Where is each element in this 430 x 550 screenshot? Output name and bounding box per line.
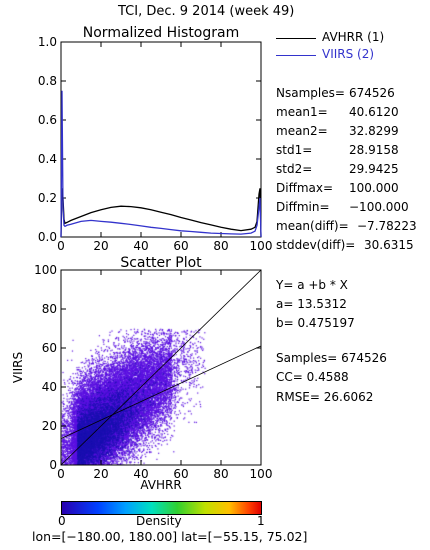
stat-std2-value: 29.9425 (349, 162, 399, 176)
histogram-xtick-label: 80 (213, 239, 228, 253)
stat-std1-label: std1= (276, 143, 313, 157)
stat-stddevdiff-value: 30.6315 (364, 238, 414, 252)
footer-coords: lon=[−180.00, 180.00] lat=[−55.15, 75.02… (32, 529, 308, 544)
histogram-ytick-label: 0.0 (38, 230, 57, 244)
legend-line-viirs (276, 55, 316, 56)
histogram-ytick-label: 0.2 (38, 191, 57, 205)
legend-label-avhrr: AVHRR (1) (322, 30, 385, 44)
histogram-xtick-label: 60 (173, 239, 188, 253)
scatter-density-cloud (61, 270, 261, 465)
histogram-line-viirs (60, 90, 262, 238)
legend-line-avhrr (276, 38, 316, 39)
regression-rmse: RMSE= 26.6062 (276, 390, 374, 404)
stat-std1-value: 28.9158 (349, 143, 399, 157)
density-colorbar (61, 501, 262, 515)
regression-formula: Y= a +b * X (276, 278, 348, 292)
stat-diffmax-value: 100.000 (349, 181, 399, 195)
histogram-xtick-label: 20 (93, 239, 108, 253)
histogram-xtick-label: 0 (57, 239, 65, 253)
stat-std2-label: std2= (276, 162, 313, 176)
stat-mean1-value: 40.6120 (349, 105, 399, 119)
stat-diffmin-value: −100.000 (349, 200, 409, 214)
stat-stddevdiff-label: stddev(diff)= (276, 238, 356, 252)
histogram-line-avhrr (60, 188, 262, 238)
colorbar-max-label: 1 (257, 514, 265, 528)
stat-diffmax-label: Diffmax= (276, 181, 334, 195)
legend-label-viirs: VIIRS (2) (322, 47, 375, 61)
stat-diffmin-label: Diffmin= (276, 200, 330, 214)
stat-meandiff-value: −7.78223 (357, 219, 417, 233)
stat-nsamples-value: 674526 (349, 86, 395, 100)
histogram-xtick-label: 100 (250, 239, 273, 253)
regression-cc: CC= 0.4588 (276, 370, 349, 384)
regression-a: a= 13.5312 (276, 297, 347, 311)
colorbar-min-label: 0 (58, 514, 66, 528)
regression-samples: Samples= 674526 (276, 351, 387, 365)
histogram-ytick-label: 1.0 (38, 35, 57, 49)
histogram-title: Normalized Histogram (83, 25, 239, 41)
histogram-frame (60, 41, 262, 238)
regression-b: b= 0.475197 (276, 316, 355, 330)
histogram-ytick-label: 0.8 (38, 74, 57, 88)
stat-meandiff-label: mean(diff)= (276, 219, 349, 233)
stat-mean1-label: mean1= (276, 105, 328, 119)
histogram-xtick-label: 40 (133, 239, 148, 253)
stat-mean2-label: mean2= (276, 124, 328, 138)
colorbar-title: Density (136, 514, 182, 528)
stat-nsamples-label: Nsamples= (276, 86, 345, 100)
histogram-ytick-label: 0.4 (38, 152, 57, 166)
stat-mean2-value: 32.8299 (349, 124, 399, 138)
histogram-ytick-label: 0.6 (38, 113, 57, 127)
page-title: TCI, Dec. 9 2014 (week 49) (118, 4, 295, 19)
